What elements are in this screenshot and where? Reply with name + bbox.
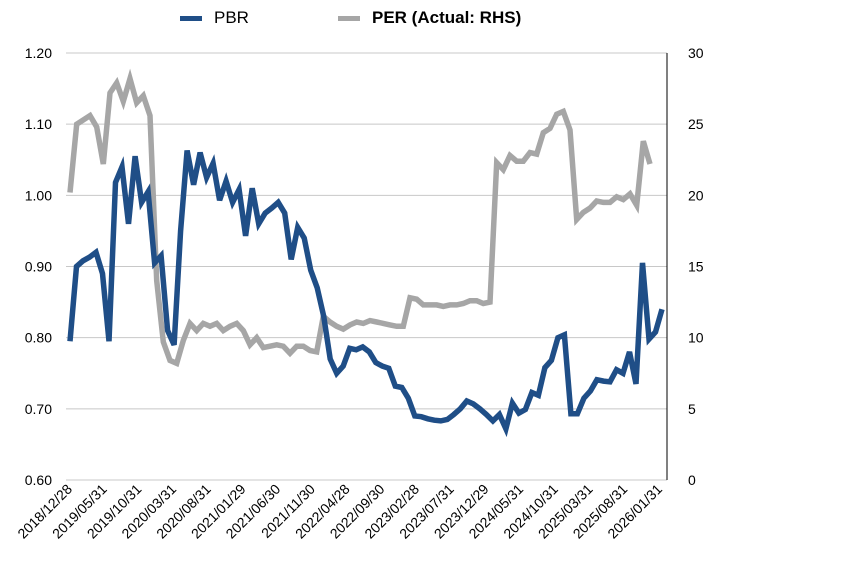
left-axis-ticks: 0.60 0.70 0.80 0.90 1.00 1.10 1.20 — [25, 45, 52, 488]
legend-label-pbr: PBR — [214, 8, 249, 27]
y-left-tick-label: 0.70 — [25, 401, 52, 417]
legend-swatch-pbr — [180, 15, 202, 21]
y-right-tick-label: 30 — [688, 45, 704, 61]
x-axis-ticks: 2018/12/282019/05/312019/10/312020/03/31… — [14, 481, 665, 542]
series-line-pbr — [67, 149, 665, 438]
y-left-tick-label: 1.20 — [25, 45, 52, 61]
y-right-tick-label: 20 — [688, 187, 704, 203]
legend-swatch-per — [338, 15, 360, 21]
series-line-per — [67, 68, 653, 368]
y-left-tick-label: 1.00 — [25, 187, 52, 203]
y-right-tick-label: 15 — [688, 259, 704, 275]
y-right-tick-label: 10 — [688, 330, 704, 346]
y-left-tick-label: 1.10 — [25, 116, 52, 132]
y-right-tick-label: 0 — [688, 472, 696, 488]
legend-label-per: PER (Actual: RHS) — [372, 8, 522, 27]
y-right-tick-label: 25 — [688, 116, 704, 132]
y-left-tick-label: 0.80 — [25, 330, 52, 346]
series-lines — [67, 68, 665, 438]
legend: PBR PER (Actual: RHS) — [0, 8, 843, 34]
y-left-tick-label: 0.60 — [25, 472, 52, 488]
right-axis-ticks: 0 5 10 15 20 25 30 — [688, 45, 704, 488]
grid-lines — [66, 52, 667, 481]
legend-item-pbr: PBR — [180, 8, 249, 28]
y-left-tick-label: 0.90 — [25, 259, 52, 275]
legend-item-per: PER (Actual: RHS) — [338, 8, 521, 28]
y-right-tick-label: 5 — [688, 401, 696, 417]
